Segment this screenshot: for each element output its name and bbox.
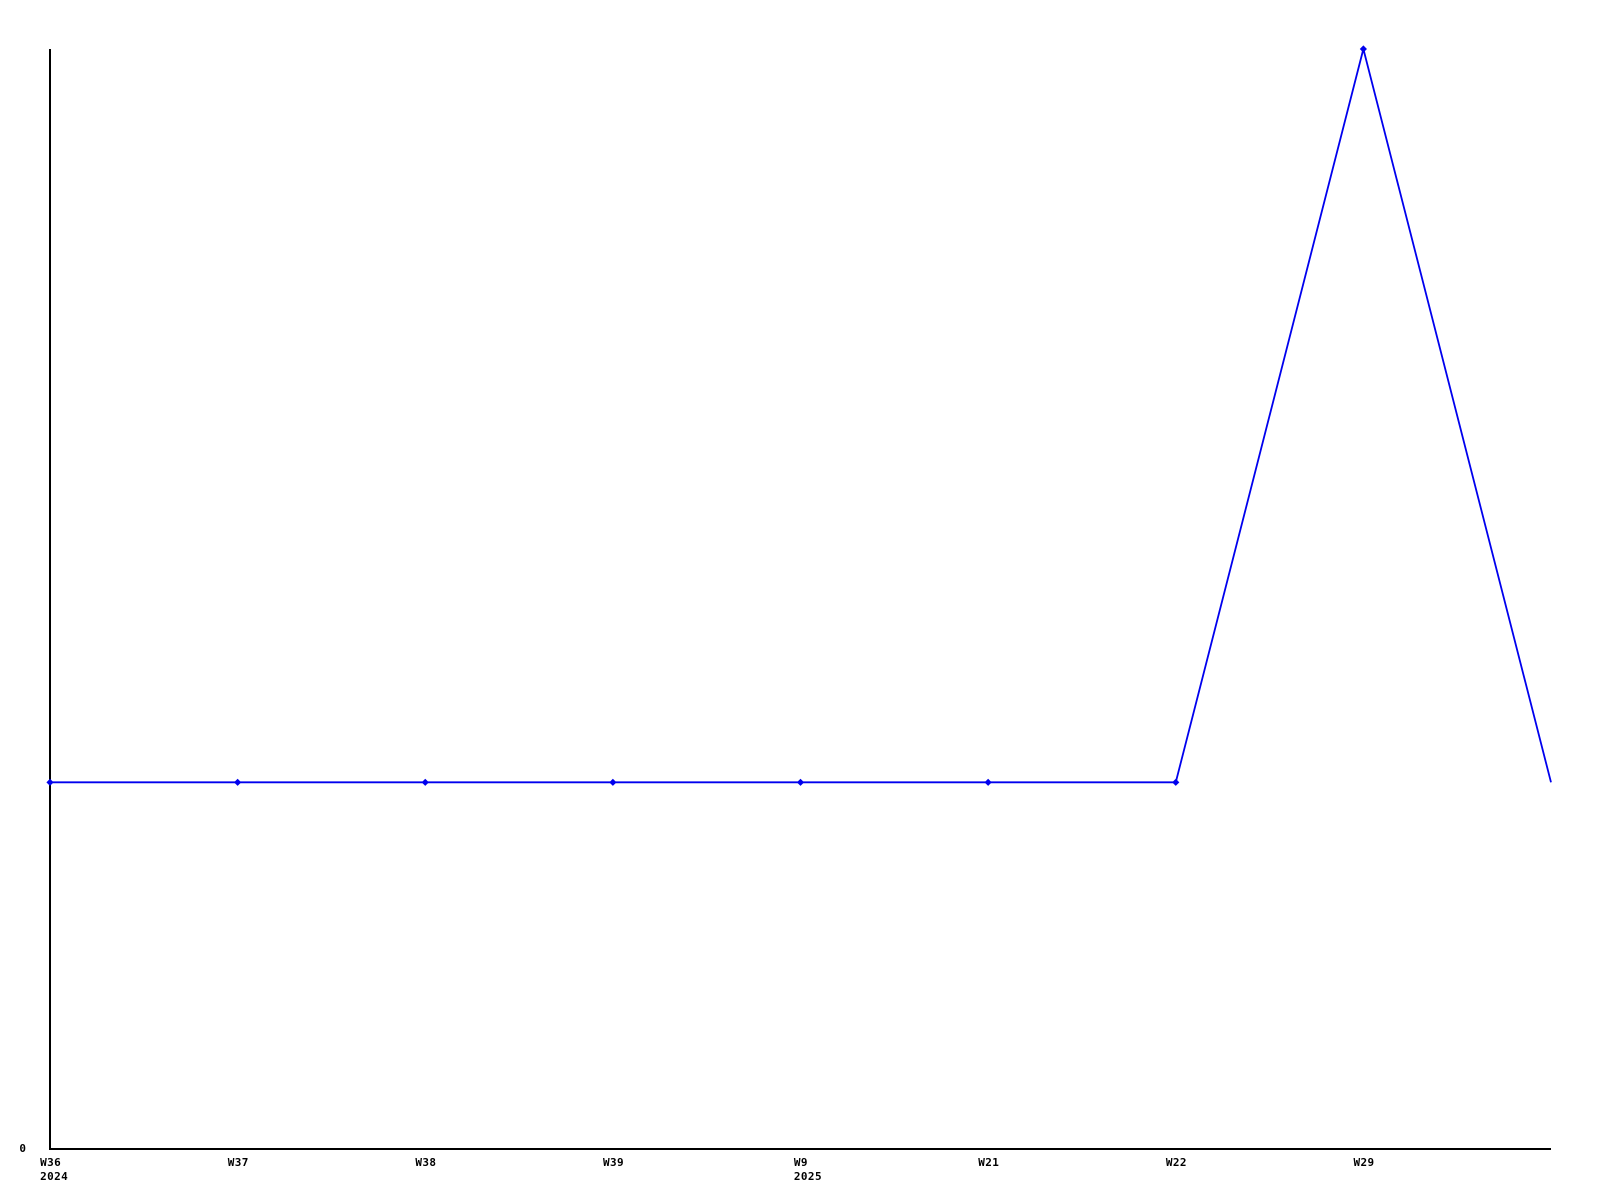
data-point-marker [1172, 778, 1180, 786]
data-point-marker [46, 778, 54, 786]
x-tick-label: W36 2024 [40, 1156, 68, 1184]
x-tick-label: W9 2025 [794, 1156, 822, 1184]
x-tick-week: W29 [1353, 1156, 1375, 1169]
data-point-marker [609, 778, 617, 786]
x-tick-label: W39 [603, 1156, 624, 1170]
x-tick-label: W37 [228, 1156, 249, 1170]
data-point-marker [984, 778, 992, 786]
x-tick-week: W39 [602, 1156, 625, 1169]
data-point-marker [421, 778, 429, 786]
x-tick-week: W37 [227, 1156, 249, 1169]
data-point-marker [1359, 45, 1367, 53]
x-tick-label: W29 [1353, 1156, 1374, 1170]
x-tick-week: W38 [415, 1156, 437, 1169]
data-line [50, 48, 1552, 784]
x-tick-label: W21 [978, 1156, 999, 1170]
x-tick-label: W38 [415, 1156, 436, 1170]
data-point-marker [234, 778, 242, 786]
x-tick-week: W36 [40, 1156, 62, 1169]
data-point-marker [796, 778, 805, 786]
x-tick-year: 2025 [793, 1170, 822, 1183]
x-tick-year: 2024 [40, 1170, 69, 1183]
x-tick-label: W22 [1166, 1156, 1187, 1170]
x-tick-week: W9 [793, 1156, 808, 1169]
x-tick-week: W22 [1165, 1156, 1187, 1169]
y-axis-zero-label: 0 [19, 1142, 26, 1155]
axes [49, 49, 1551, 1150]
x-tick-week: W21 [978, 1156, 1000, 1169]
